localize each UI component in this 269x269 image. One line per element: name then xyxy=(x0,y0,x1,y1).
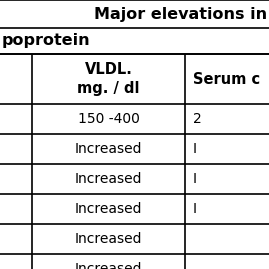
Text: Increased: Increased xyxy=(75,262,142,269)
Text: 150 -400: 150 -400 xyxy=(77,112,139,126)
Text: I: I xyxy=(193,142,197,156)
Text: 2: 2 xyxy=(193,112,202,126)
Text: I: I xyxy=(193,172,197,186)
Text: I: I xyxy=(193,202,197,216)
Text: Increased: Increased xyxy=(75,172,142,186)
Text: poprotein: poprotein xyxy=(2,34,91,48)
Text: Increased: Increased xyxy=(75,142,142,156)
Text: Increased: Increased xyxy=(75,202,142,216)
Text: Serum c: Serum c xyxy=(193,72,260,87)
Text: VLDL.
mg. / dl: VLDL. mg. / dl xyxy=(77,62,140,96)
Text: Increased: Increased xyxy=(75,232,142,246)
Text: Major elevations in: Major elevations in xyxy=(94,6,267,22)
